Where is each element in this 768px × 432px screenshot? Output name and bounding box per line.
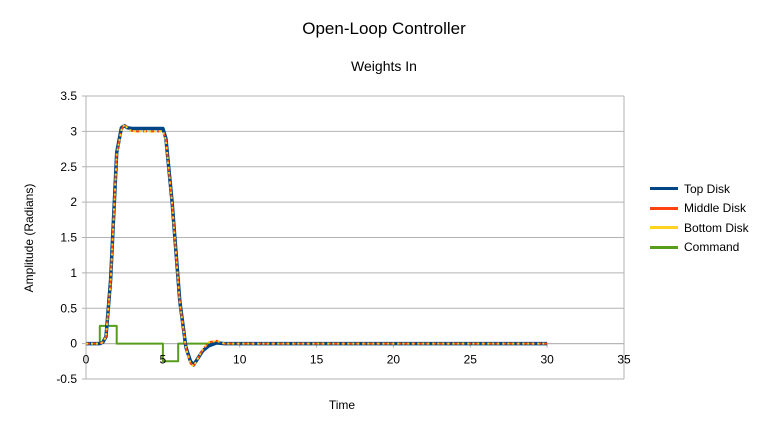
series-line-top-disk xyxy=(86,123,548,367)
x-tick-label: 30 xyxy=(540,353,554,367)
y-tick-label: 1.5 xyxy=(60,231,77,245)
y-tick-label: -0.5 xyxy=(56,372,77,386)
series-line-bottom-disk xyxy=(86,123,548,368)
y-axis-label: Amplitude (Radians) xyxy=(22,183,36,293)
y-tick-label: 0.5 xyxy=(60,301,77,315)
tick-labels: -0.5 0 0.5 1 1.5 2 2.5 3 3.5 0 5 10 15 20 25 30 35 xyxy=(56,89,631,386)
legend-label-top-disk: Top Disk xyxy=(684,181,731,196)
x-tick-label: 5 xyxy=(160,353,167,367)
legend-swatch-bottom-disk xyxy=(650,226,678,230)
legend-swatch-middle-disk xyxy=(650,206,678,210)
y-tick-label: 1 xyxy=(70,266,77,280)
y-tick-label: 2 xyxy=(70,195,77,209)
y-tick-label: 2.5 xyxy=(60,160,77,174)
x-tick-label: 25 xyxy=(464,353,478,367)
legend-label-bottom-disk: Bottom Disk xyxy=(684,220,749,235)
legend-item-bottom-disk: Bottom Disk xyxy=(650,218,749,238)
x-tick-label: 35 xyxy=(617,353,631,367)
legend: Top Disk Middle Disk Bottom Disk Command xyxy=(650,179,749,257)
legend-label-middle-disk: Middle Disk xyxy=(684,201,747,216)
series-line-command xyxy=(86,324,548,363)
x-axis-label: Time xyxy=(328,398,356,412)
y-tick-label: 0 xyxy=(70,337,77,351)
x-tick-label: 0 xyxy=(83,353,90,367)
series-lines xyxy=(86,123,548,368)
legend-swatch-command xyxy=(650,245,678,249)
chart-title: Open-Loop Controller xyxy=(302,19,466,38)
legend-item-top-disk: Top Disk xyxy=(650,179,749,199)
legend-label-command: Command xyxy=(684,240,740,255)
x-tick-label: 15 xyxy=(310,353,324,367)
legend-item-middle-disk: Middle Disk xyxy=(650,199,749,219)
x-tick-label: 20 xyxy=(387,353,401,367)
y-tick-label: 3 xyxy=(70,124,77,138)
chart-subtitle: Weights In xyxy=(351,58,417,74)
legend-swatch-top-disk xyxy=(650,187,678,191)
legend-item-command: Command xyxy=(650,238,749,258)
series-line-middle-disk xyxy=(86,123,548,368)
x-tick-label: 10 xyxy=(233,353,247,367)
y-tick-label: 3.5 xyxy=(60,89,77,103)
